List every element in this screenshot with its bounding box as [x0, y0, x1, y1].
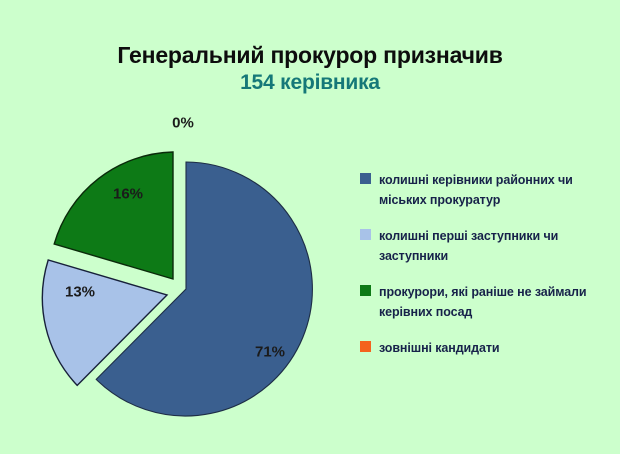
pie-slice-former-heads[interactable] [95, 161, 313, 417]
legend-item-no-leadership[interactable]: прокурори, які раніше не займали керівни… [360, 282, 612, 322]
legend-item-former-heads[interactable]: колишні керівники районних чи міських пр… [360, 170, 612, 210]
legend-item-former-deputies[interactable]: колишні перші заступники чи заступники [360, 226, 612, 266]
pie-slice-former-deputies[interactable] [41, 259, 169, 387]
page-title: Генеральний прокурор призначив [117, 42, 503, 68]
legend-label-former-heads: колишні керівники районних чи міських пр… [379, 173, 573, 207]
legend-swatch-no-leadership [360, 285, 371, 296]
pie-chart-svg [41, 151, 313, 417]
legend-item-external[interactable]: зовнішні кандидати [360, 338, 612, 358]
page-subtitle: 154 керівника [240, 71, 380, 95]
chart-title-block: Генеральний прокурор призначив 154 керів… [0, 42, 620, 96]
chart-legend: колишні керівники районних чи міських пр… [360, 170, 612, 358]
pie-label-external: 0% [172, 114, 194, 132]
pie-slice-no-leadership[interactable] [53, 151, 174, 280]
legend-label-former-deputies: колишні перші заступники чи заступники [379, 229, 559, 263]
pie-label-former-deputies: 13% [64, 283, 96, 301]
pie-label-former-heads: 71% [254, 343, 286, 361]
legend-swatch-external [360, 341, 371, 352]
legend-swatch-former-deputies [360, 229, 371, 240]
legend-label-external: зовнішні кандидати [379, 341, 500, 355]
legend-label-no-leadership: прокурори, які раніше не займали керівни… [379, 285, 587, 319]
legend-swatch-former-heads [360, 173, 371, 184]
pie-label-no-leadership: 16% [112, 185, 144, 203]
pie-chart: 0% 16% 13% 71% [26, 108, 346, 444]
